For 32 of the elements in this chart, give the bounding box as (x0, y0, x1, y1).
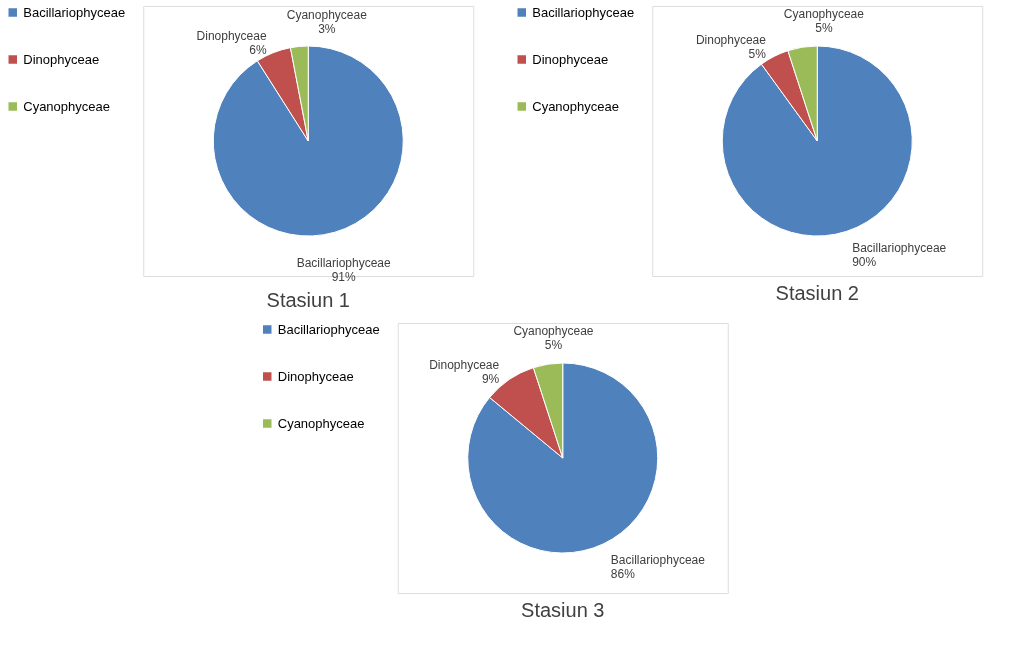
data-label: 5% (815, 21, 833, 36)
slice-label: Dinophyceae (695, 33, 767, 48)
legend-label: Dinophyceae (23, 51, 100, 67)
legend-label: Bacillariophyceae (277, 321, 380, 337)
legend-label: Cyanophyceae (23, 98, 110, 114)
legend-label: Dinophyceae (277, 368, 354, 384)
data-label: 3% (318, 22, 336, 37)
slice-label: Dinophyceae (196, 28, 267, 43)
text: Stasiun 2 (775, 282, 859, 304)
legend-label: Dinophyceae (532, 51, 609, 67)
data-label: 91% (331, 269, 357, 284)
data-label: 90% (852, 255, 877, 270)
slice-label: Dinophyceae (429, 357, 500, 372)
text: Stasiun 3 (521, 599, 605, 621)
slice-label: Bacillariophyceae (296, 255, 392, 270)
data-label: 5% (748, 47, 767, 62)
slice-label: Cyanophyceae (513, 324, 594, 339)
pie-slice (212, 45, 404, 237)
slice-label: Bacillariophyceae (610, 553, 706, 568)
text: Stasiun 1 (266, 288, 350, 311)
slice-label: Cyanophyceae (286, 8, 368, 23)
data-label: 9% (481, 371, 500, 386)
legend-label: Bacillariophyceae (23, 4, 126, 20)
data-label: 5% (544, 338, 563, 353)
pie-slice (721, 45, 913, 237)
legend-label: Cyanophyceae (277, 415, 365, 431)
slice-label: Cyanophyceae (783, 7, 865, 22)
legend-label: Bacillariophyceae (532, 4, 635, 20)
data-label: 86% (610, 567, 636, 582)
legend-label: Cyanophyceae (532, 98, 619, 114)
data-label: 6% (249, 42, 267, 57)
slice-label: Bacillariophyceae (852, 241, 947, 256)
